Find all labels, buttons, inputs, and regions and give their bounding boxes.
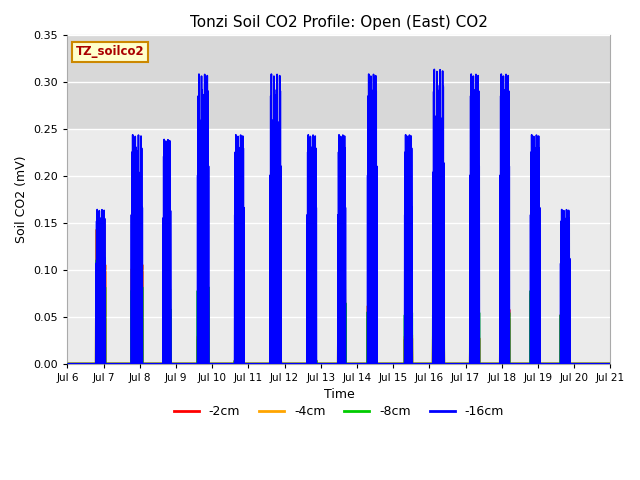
Title: Tonzi Soil CO2 Profile: Open (East) CO2: Tonzi Soil CO2 Profile: Open (East) CO2 (190, 15, 488, 30)
Text: TZ_soilco2: TZ_soilco2 (76, 45, 144, 58)
Bar (67, 36, 611, 129)
X-axis label: Time: Time (323, 388, 355, 401)
Y-axis label: Soil CO2 (mV): Soil CO2 (mV) (15, 156, 28, 243)
Legend: -2cm, -4cm, -8cm, -16cm: -2cm, -4cm, -8cm, -16cm (169, 400, 509, 423)
